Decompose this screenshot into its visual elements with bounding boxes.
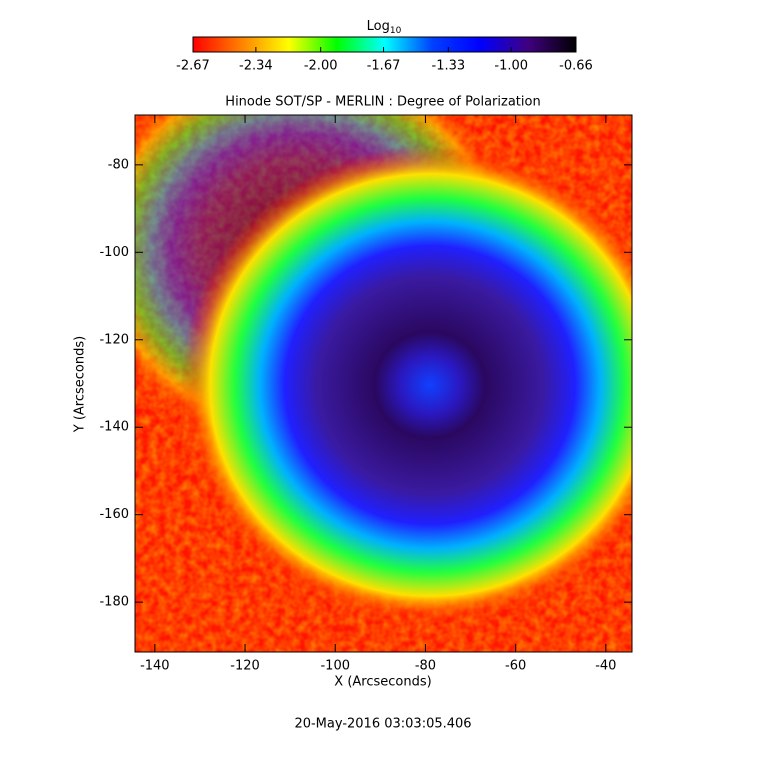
colorbar-tick-label: -0.66 <box>559 59 593 74</box>
colorbar-tick-label: -1.00 <box>494 59 528 74</box>
colorbar <box>192 36 577 53</box>
y-tick-label: -120 <box>99 332 129 347</box>
y-tick-label: -180 <box>99 595 129 610</box>
colorbar-tick-label: -2.67 <box>176 59 210 74</box>
y-axis-label: Y (Arcseconds) <box>73 336 88 433</box>
colorbar-tick-label: -1.67 <box>367 59 401 74</box>
x-tick-label: -100 <box>320 659 350 674</box>
x-tick-label: -140 <box>140 659 170 674</box>
chart-title: Hinode SOT/SP - MERLIN : Degree of Polar… <box>225 95 540 110</box>
colorbar-gradient <box>192 36 577 53</box>
y-tick-label: -140 <box>99 420 129 435</box>
x-tick-label: -80 <box>415 659 436 674</box>
plot-frame <box>134 114 633 653</box>
heatmap-image <box>135 115 632 652</box>
colorbar-tick-label: -2.34 <box>239 59 273 74</box>
footer-date: 20-May-2016 03:03:05.406 <box>294 717 471 732</box>
colorbar-tick-label: -2.00 <box>304 59 338 74</box>
x-axis-label: X (Arcseconds) <box>334 675 431 690</box>
colorbar-label: Log10 <box>367 19 402 36</box>
x-tick-label: -40 <box>595 659 616 674</box>
colorbar-tick-label: -1.33 <box>432 59 466 74</box>
x-tick-label: -60 <box>505 659 526 674</box>
y-tick-label: -160 <box>99 507 129 522</box>
y-tick-label: -100 <box>99 245 129 260</box>
x-tick-label: -120 <box>230 659 260 674</box>
y-tick-label: -80 <box>108 157 129 172</box>
